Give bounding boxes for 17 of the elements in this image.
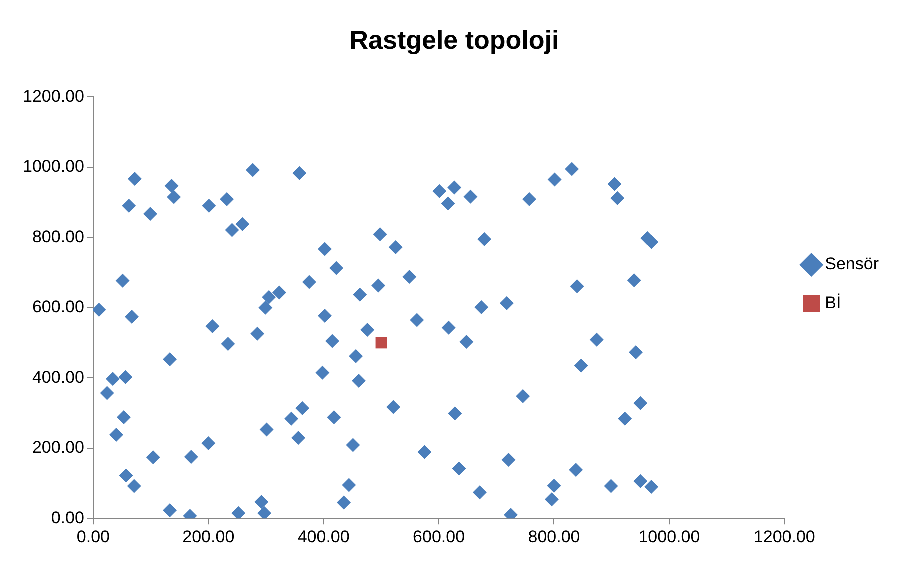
x-tick-label: 600.00 xyxy=(413,527,466,546)
x-tick-label: 1000.00 xyxy=(638,527,700,546)
chart-title: Rastgele topoloji xyxy=(350,24,560,55)
y-tick-label: 600.00 xyxy=(32,298,84,317)
y-tick-label: 0.00 xyxy=(51,508,84,528)
legend-label: Sensör xyxy=(825,254,880,274)
x-tick-label: 400.00 xyxy=(298,527,350,546)
x-tick-label: 0.00 xyxy=(76,527,110,546)
y-tick-label: 200.00 xyxy=(32,438,84,458)
y-tick-label: 400.00 xyxy=(32,368,84,387)
x-tick-label: 1200.00 xyxy=(754,527,816,546)
y-tick-label: 1000.00 xyxy=(23,157,84,176)
legend-label: Bİ xyxy=(825,294,842,313)
x-tick-label: 200.00 xyxy=(182,527,235,546)
y-tick-label: 800.00 xyxy=(32,227,84,246)
x-tick-label: 800.00 xyxy=(528,527,580,546)
y-tick-label: 1200.00 xyxy=(23,86,84,106)
